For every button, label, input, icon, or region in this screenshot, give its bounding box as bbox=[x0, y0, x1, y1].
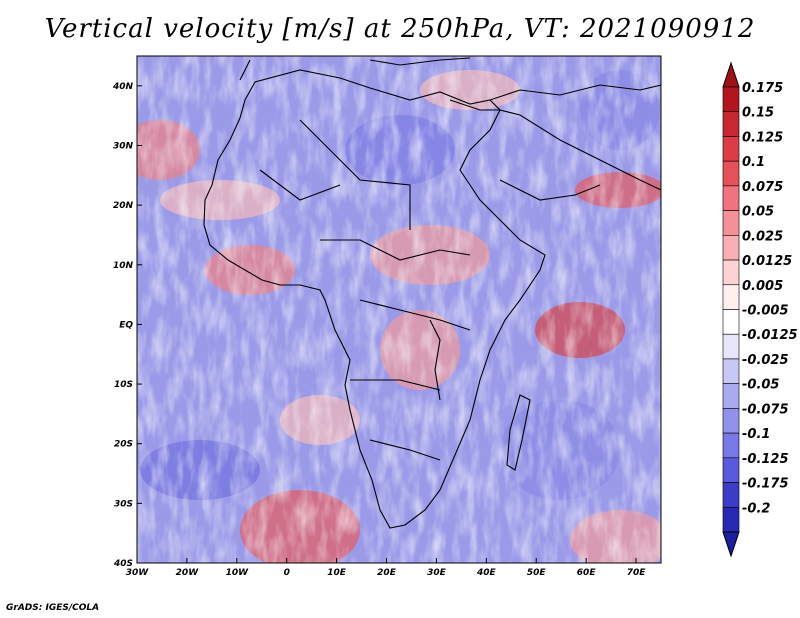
colorbar-bottom-arrow bbox=[722, 531, 740, 558]
colorbar: 0.175 0.15 0.125 0.1 0.075 0.05 0.025 0.0125 0.0… bbox=[722, 61, 798, 558]
colorbar-swatch bbox=[722, 86, 740, 113]
colorbar-swatch bbox=[722, 259, 740, 286]
colorbar-swatch bbox=[722, 408, 740, 434]
lon-tick-label: 70E bbox=[627, 568, 647, 578]
lon-tick-label: 0 bbox=[284, 568, 290, 578]
colorbar-label: -0.2 bbox=[742, 501, 770, 516]
lat-tick-label: 10N bbox=[113, 261, 134, 271]
colorbar-swatch bbox=[722, 235, 740, 261]
colorbar-label: 0.05 bbox=[742, 205, 774, 220]
colorbar-label: 0.1 bbox=[742, 155, 765, 170]
colorbar-label: 0.025 bbox=[742, 229, 783, 244]
colorbar-label: -0.025 bbox=[742, 353, 789, 368]
colorbar-label: -0.125 bbox=[742, 452, 789, 467]
lon-tick-label: 20E bbox=[377, 568, 397, 578]
colorbar-label: -0.05 bbox=[742, 378, 779, 393]
colorbar-swatch bbox=[722, 333, 740, 360]
colorbar-swatch bbox=[722, 309, 740, 335]
colorbar-swatch bbox=[722, 482, 740, 508]
lon-tick-label: 40E bbox=[476, 568, 497, 578]
velocity-field bbox=[137, 56, 661, 563]
lat-tick-label: 40N bbox=[112, 82, 134, 92]
lat-tick-label: 40S bbox=[113, 559, 133, 569]
colorbar-swatch bbox=[722, 506, 740, 533]
lon-tick-label: 30W bbox=[126, 568, 150, 578]
colorbar-swatch bbox=[722, 383, 740, 409]
colorbar-label: -0.005 bbox=[742, 304, 789, 319]
colorbar-label: 0.075 bbox=[742, 180, 783, 195]
colorbar-label: -0.175 bbox=[742, 477, 789, 492]
colorbar-swatch bbox=[722, 457, 740, 483]
lon-tick-label: 50E bbox=[527, 568, 547, 578]
lat-tick-label: 30N bbox=[113, 141, 134, 151]
colorbar-label: 0.125 bbox=[742, 130, 783, 145]
colorbar-swatch bbox=[722, 358, 740, 384]
colorbar-swatch bbox=[722, 111, 740, 137]
colorbar-swatch bbox=[722, 210, 740, 236]
lat-tick-label: 20N bbox=[113, 201, 134, 211]
lon-tick-label: 60E bbox=[577, 568, 597, 578]
map-title: Vertical velocity [m/s] at 250hPa, VT: 2… bbox=[44, 14, 756, 44]
colorbar-swatch bbox=[722, 136, 740, 162]
lon-tick-label: 10W bbox=[226, 568, 250, 578]
colorbar-label: 0.0125 bbox=[742, 254, 792, 269]
colorbar-label: 0.005 bbox=[742, 279, 783, 294]
colorbar-label: 0.175 bbox=[742, 81, 783, 96]
lat-tick-label: 20S bbox=[114, 440, 133, 450]
colorbar-label: -0.075 bbox=[742, 402, 789, 417]
colorbar-label: 0.15 bbox=[742, 106, 774, 121]
lon-tick-label: 30E bbox=[427, 568, 447, 578]
colorbar-top-arrow bbox=[722, 61, 740, 88]
colorbar-swatch bbox=[722, 284, 740, 310]
colorbar-label: -0.0125 bbox=[742, 328, 798, 343]
lat-tick-label: 30S bbox=[114, 499, 133, 509]
lat-tick-label: EQ bbox=[119, 320, 133, 330]
lat-tick-label: 10S bbox=[114, 380, 133, 390]
colorbar-swatch bbox=[722, 432, 740, 459]
colorbar-label: -0.1 bbox=[742, 427, 770, 442]
lon-tick-label: 20W bbox=[176, 568, 200, 578]
footer-credit: GrADS: IGES/COLA bbox=[6, 603, 100, 613]
coastlines bbox=[203, 57, 661, 529]
map-axes: 30W 20W 10W 0 10E 20E 30E 40E 50E 60E 70E 40N 30N 20N… bbox=[112, 82, 646, 578]
colorbar-swatch bbox=[722, 160, 740, 187]
lon-tick-label: 10E bbox=[327, 568, 347, 578]
colorbar-swatch bbox=[722, 185, 740, 211]
